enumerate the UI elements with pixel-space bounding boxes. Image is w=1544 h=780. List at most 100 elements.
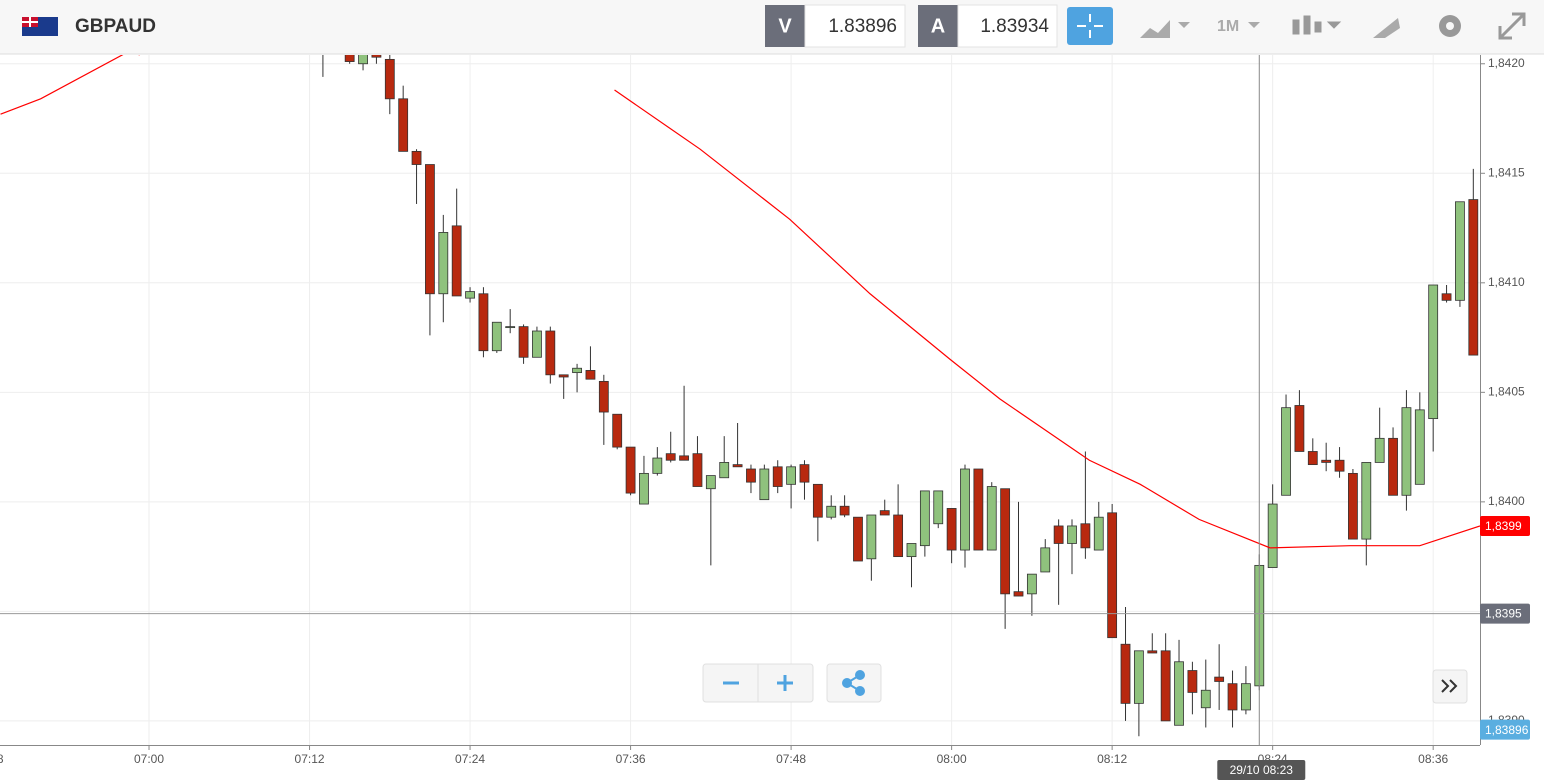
scroll-end-icon [1441,679,1458,693]
price-tag-label: 1,83896 [1485,723,1529,737]
candle-body [919,490,930,547]
candle-body [1428,284,1439,420]
candle-body [705,475,716,490]
price-tag [1480,719,1530,740]
share-icon [842,670,865,696]
candle-body [598,380,609,413]
x-tick-label: 08:00 [937,752,967,766]
drawing-button[interactable] [1373,18,1400,38]
candle-body [906,543,917,558]
indicators-button[interactable] [1292,15,1342,35]
symbol: GBPAUD [75,16,156,37]
candle-body [1307,451,1318,466]
y-tick-label: 1,8400 [1488,494,1525,508]
candle-body [1147,650,1158,654]
chart-type-button[interactable] [1140,20,1190,38]
candle-body [384,58,395,100]
price-tag-label: 1,8395 [1485,607,1522,621]
bid-badge[interactable] [765,5,805,47]
candle-body [1000,488,1011,595]
candle-body [1107,512,1118,639]
candle-body [973,468,984,551]
candle-body [371,55,382,58]
ask-badge[interactable] [918,5,958,47]
candle-body [585,370,596,380]
candle-body [491,321,502,352]
y-tick-label: 1,8405 [1488,385,1525,399]
candle-body [545,330,556,376]
candle-body [1414,409,1425,485]
x-tick-label: 07:12 [295,752,325,766]
candle-body [1294,405,1305,452]
candle-body [986,486,997,551]
candle-body [451,225,462,297]
crosshair-icon [1077,14,1103,38]
candle-body [853,516,863,562]
candle-body [1013,591,1024,597]
candle-body [1187,670,1198,693]
candle-body [1321,459,1332,463]
share-button[interactable] [826,663,882,703]
candle-body [746,468,756,483]
crosshair-tag [1217,760,1306,780]
ask-box[interactable] [957,4,1058,48]
candle-body [1067,525,1077,544]
candle-body [478,293,489,352]
crosshair-button[interactable] [1067,7,1113,45]
candle-body [612,413,623,448]
candle-body [505,326,516,329]
bid-box[interactable] [804,4,906,48]
ask-price: 1.83934 [980,16,1049,37]
x-tick-label: 08:12 [1097,752,1127,766]
candle-body [772,466,783,487]
candle-body [1468,199,1479,356]
fullscreen-button[interactable] [1498,12,1526,40]
candle-body [826,505,837,518]
candle-body [1080,523,1091,549]
candle-body [866,514,877,560]
plot-area [0,55,1480,745]
candle-body [759,468,770,501]
candle-body [1401,407,1412,496]
candle-body [652,457,663,474]
candle-body [358,55,368,65]
candle-body [1174,661,1184,726]
candle-body [1348,472,1358,540]
bid-price: 1.83896 [828,16,897,37]
timeframe[interactable]: 1M [1217,18,1239,35]
candle-body [1026,573,1037,595]
candle-body [719,462,730,479]
crosshair-label: 29/10 08:23 [1230,763,1294,777]
candle-body [465,291,475,299]
zoom-controls [702,663,1468,704]
candle-body [1160,650,1171,722]
candle-body [518,326,529,358]
candle-body [1133,650,1144,704]
x-tick-label: 06:48 [0,752,4,766]
candle-body [532,330,542,358]
candle-body [558,374,569,378]
candle-body [1227,683,1238,711]
candle-body [1441,293,1452,301]
candle-body [1120,643,1131,704]
candle-body [1093,516,1104,551]
candle-body [1200,689,1211,709]
x-tick-label: 07:24 [455,752,485,766]
candle-body [1281,407,1291,496]
candle-body [946,508,957,551]
y-tick-label: 1,8415 [1488,165,1525,179]
candle-body [639,472,649,505]
candle-body [692,453,703,487]
scroll-end-button[interactable] [1432,669,1468,704]
candle-body [933,490,944,525]
candle-body [879,510,890,516]
x-tick-label: 08:36 [1418,752,1448,766]
candle-body [1241,683,1251,711]
candle-body [398,98,409,152]
candle-body [1267,503,1278,568]
zoom-in-button[interactable] [777,675,793,691]
candle-body [799,464,810,483]
candle-body [425,164,435,295]
candle-body [1388,437,1398,496]
ask-label: A [931,15,945,37]
